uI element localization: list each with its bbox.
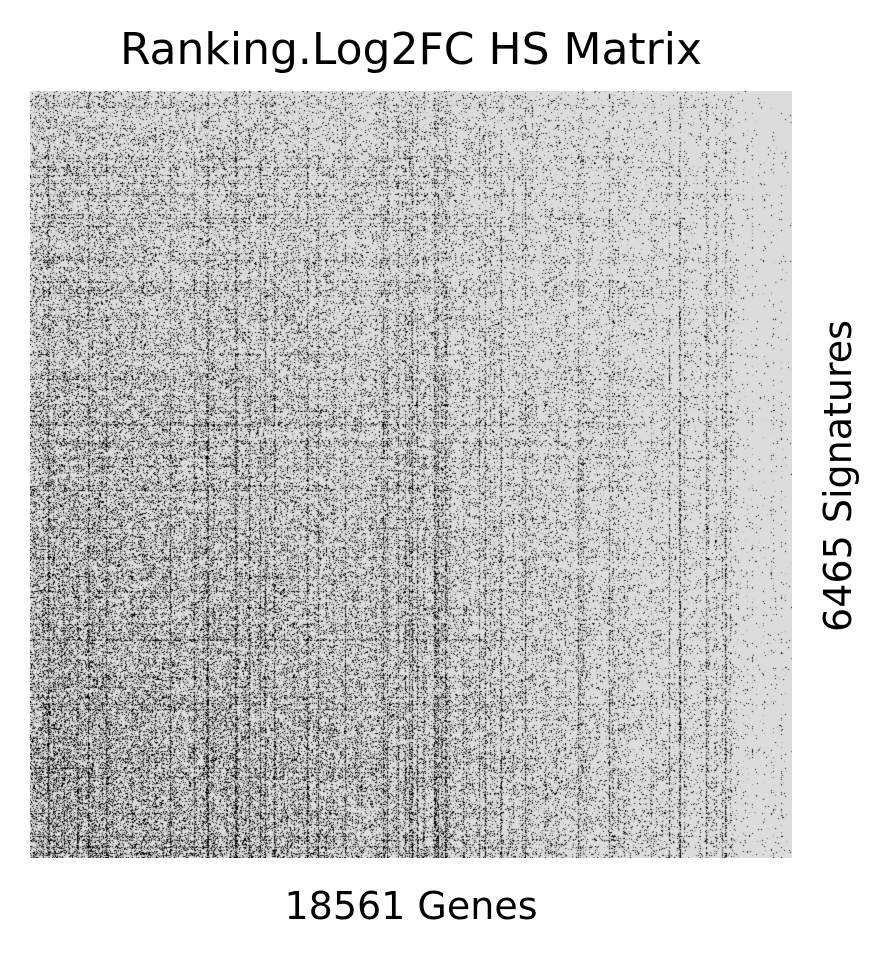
chart-title: Ranking.Log2FC HS Matrix: [119, 24, 703, 75]
heatmap-matrix: [30, 91, 792, 858]
x-axis-label: 18561 Genes: [284, 884, 538, 928]
y-axis-label: 6465 Signatures: [816, 320, 860, 632]
